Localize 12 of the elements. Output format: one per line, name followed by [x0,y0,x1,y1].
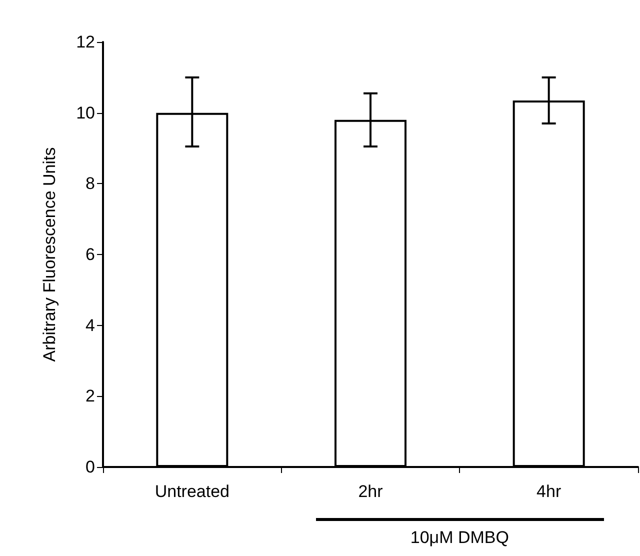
y-tick-label: 8 [86,174,95,194]
y-tick-label: 0 [86,458,95,476]
x-tick-label: Untreated [154,482,230,501]
y-tick-label: 10 [76,103,95,122]
text: 10μM DMBQ [409,528,510,548]
y-tick-label: 4 [86,316,95,335]
y-axis-title: Arbitrary Fluorescence Units [40,147,59,362]
x-tick-label: 4hr [536,482,562,501]
y-tick-label: 2 [86,386,95,406]
y-tick-label: 12 [76,32,95,52]
y-tick-label: 6 [86,245,95,264]
x-tick-label: 2hr [358,482,384,501]
